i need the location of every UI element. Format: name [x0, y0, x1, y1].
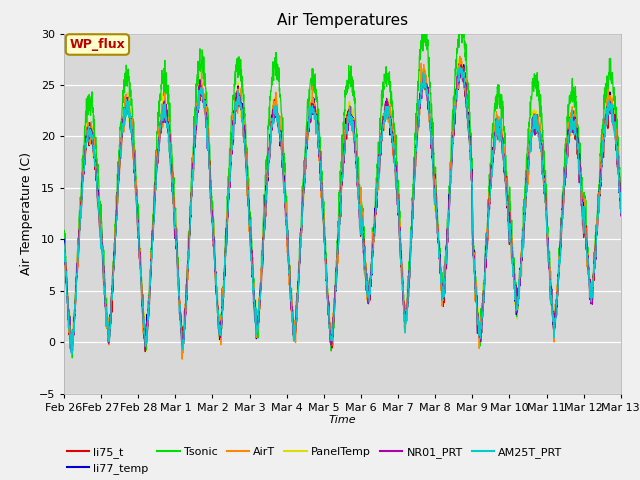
Title: Air Temperatures: Air Temperatures	[277, 13, 408, 28]
X-axis label: Time: Time	[328, 415, 356, 425]
Y-axis label: Air Temperature (C): Air Temperature (C)	[20, 152, 33, 275]
Legend: li75_t, li77_temp, Tsonic, AirT, PanelTemp, NR01_PRT, AM25T_PRT: li75_t, li77_temp, Tsonic, AirT, PanelTe…	[62, 443, 567, 479]
Text: WP_flux: WP_flux	[70, 38, 125, 51]
